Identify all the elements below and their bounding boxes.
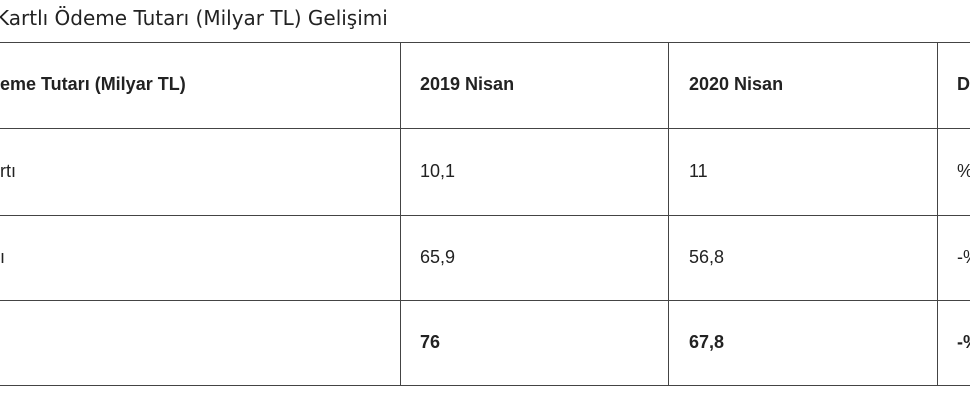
data-cell: %	[957, 161, 970, 182]
header-cell: eme Tutarı (Milyar TL)	[0, 74, 186, 94]
row-label: rtı	[0, 160, 16, 181]
row-border	[0, 385, 970, 386]
row-label: ı	[0, 246, 6, 267]
column-border	[668, 42, 669, 385]
table: eme Tutarı (Milyar TL) 2019 Nisan 2020 Nis…	[0, 42, 970, 386]
column-border	[937, 42, 938, 385]
header-cell: 2019 Nisan	[420, 74, 515, 94]
row-border	[0, 215, 970, 216]
header-cell: 2020 Nisan	[689, 74, 784, 94]
table-title: Kartlı Ödeme Tutarı (Milyar TL) Gelişimi	[0, 6, 388, 30]
data-cell: -%	[957, 246, 970, 267]
data-cell: -%	[957, 331, 970, 352]
row-border	[0, 128, 970, 129]
data-cell: 67,8	[689, 331, 725, 352]
column-border	[400, 42, 401, 385]
data-cell: 76	[420, 331, 441, 352]
row-border	[0, 42, 970, 43]
data-cell: 56,8	[689, 246, 725, 267]
data-cell: 10,1	[420, 160, 456, 181]
row-border	[0, 300, 970, 301]
header-cell: D	[957, 74, 970, 94]
data-cell: 65,9	[420, 246, 456, 267]
data-cell: 11	[689, 160, 708, 181]
